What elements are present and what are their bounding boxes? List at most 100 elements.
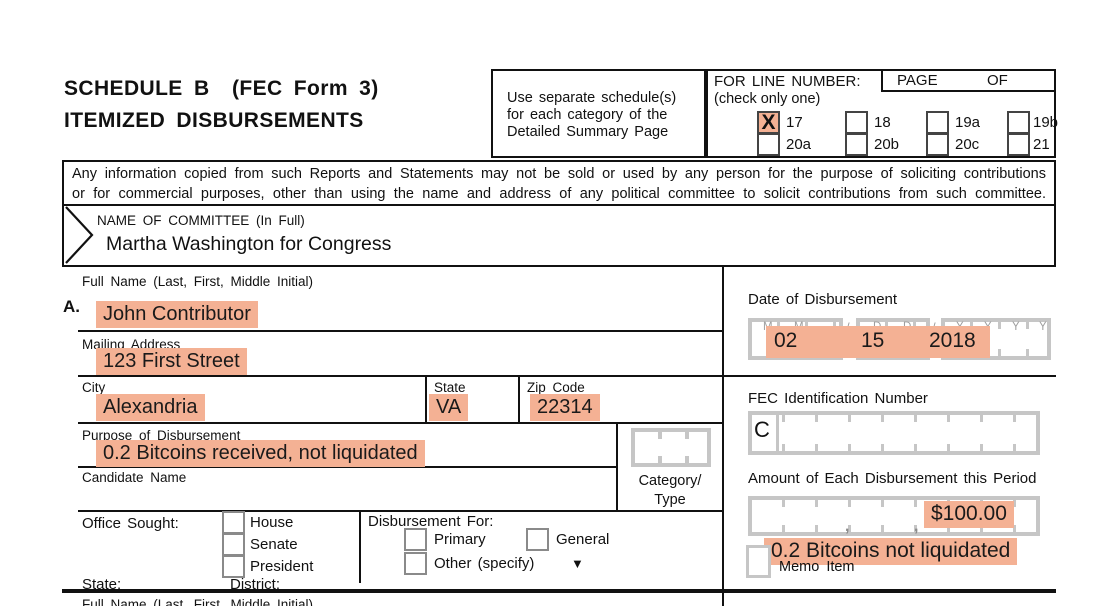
separate-note-line-3: Detailed Summary Page [507, 124, 669, 140]
state-label: State [434, 380, 466, 395]
memo-item-checkbox[interactable] [746, 545, 771, 578]
state-divider [425, 376, 427, 422]
purpose-underline [78, 466, 618, 468]
disclaimer-line-2: or for commercial purposes, other than u… [72, 185, 1046, 202]
line-20b-label: 20b [874, 136, 900, 153]
amount-label: Amount of Each Disbursement this Period [748, 470, 1037, 487]
line-17-label: 17 [786, 114, 803, 131]
disbursement-for-label: Disbursement For: [368, 513, 494, 530]
of-label: OF [987, 72, 1008, 89]
entry-divider-thick [62, 589, 1056, 593]
mailing-address-field[interactable]: 123 First Street [96, 348, 247, 375]
general-label: General [556, 531, 610, 548]
check-only-one-label: (check only one) [714, 91, 821, 107]
line-19a-label: 19a [955, 114, 981, 131]
fec-id-box[interactable] [748, 411, 1040, 455]
district-field-label: District: [230, 576, 280, 593]
separate-note-line-1: Use separate schedule(s) [507, 90, 677, 106]
committee-name-value[interactable]: Martha Washington for Congress [106, 233, 392, 255]
line-20c-label: 20c [955, 136, 980, 153]
city-label: City [82, 380, 106, 395]
page-of-box [881, 69, 1056, 92]
city-field[interactable]: Alexandria [96, 394, 205, 421]
zip-label: Zip Code [527, 380, 585, 395]
zip-field[interactable]: 22314 [530, 394, 600, 421]
memo-annotation[interactable]: 0.2 Bitcoins not liquidated [764, 538, 1018, 565]
line-18-label: 18 [874, 114, 891, 131]
column-divider [722, 266, 724, 606]
zip-divider [518, 376, 520, 422]
line-21-checkbox[interactable] [1007, 133, 1030, 156]
office-sought-label: Office Sought: [82, 515, 179, 532]
purpose-label: Purpose of Disbursement [82, 428, 241, 443]
memo-item-label: Memo Item [779, 559, 855, 575]
page-label: PAGE [897, 72, 938, 89]
line-19b-label: 19b [1033, 114, 1059, 131]
line-21-label: 21 [1033, 136, 1050, 153]
item-letter: A. [63, 297, 80, 316]
separate-note-line-2: for each category of the [507, 107, 668, 123]
committee-box: NAME OF COMMITTEE (In Full) Martha Washi… [62, 204, 1056, 267]
line-19b-checkbox[interactable] [1007, 111, 1030, 134]
line-20a-label: 20a [786, 136, 812, 153]
fec-id-label: FEC Identification Number [748, 390, 928, 407]
category-label-line2: Type [654, 492, 686, 508]
line-17-checkbox[interactable]: X [757, 111, 780, 134]
office-president-label: President [250, 558, 314, 575]
date-section-underline [723, 375, 1056, 377]
disclaimer-line-1: Any information copied from such Reports… [72, 166, 1046, 182]
category-divider [616, 422, 618, 512]
line-20b-checkbox[interactable] [845, 133, 868, 156]
full-name-field[interactable]: John Contributor [96, 301, 258, 328]
form-subtitle: ITEMIZED DISBURSEMENTS [64, 109, 364, 132]
form-title: SCHEDULE B (FEC Form 3) [64, 77, 379, 100]
date-yyyy-value[interactable]: 2018 [929, 329, 976, 352]
category-type-box[interactable] [631, 428, 711, 467]
line-20a-checkbox[interactable] [757, 133, 780, 156]
separate-schedule-box: Use separate schedule(s) for each catego… [491, 69, 706, 158]
other-label: Other (specify) [434, 555, 535, 572]
next-entry-full-name-label: Full Name (Last, First, Middle Initial) [82, 597, 314, 606]
state-field[interactable]: VA [429, 394, 469, 421]
dropdown-arrow-icon: ▼ [571, 556, 584, 571]
mailing-underline [78, 375, 723, 377]
city-underline [78, 422, 723, 424]
candidate-underline [78, 510, 723, 512]
fec-id-cell-divider [776, 415, 779, 451]
purpose-field[interactable]: 0.2 Bitcoins received, not liquidated [96, 440, 425, 467]
primary-checkbox[interactable] [404, 528, 427, 551]
office-house-checkbox[interactable] [222, 511, 245, 534]
full-name-label: Full Name (Last, First, Middle Initial) [82, 274, 314, 289]
disclaimer-box: Any information copied from such Reports… [62, 160, 1056, 206]
amount-comma-1: , [845, 518, 850, 535]
committee-chevron-icon [65, 206, 94, 264]
date-highlight-band [766, 326, 990, 358]
x-mark: X [761, 111, 776, 134]
candidate-name-label: Candidate Name [82, 470, 187, 485]
amount-comma-2: , [914, 518, 919, 535]
for-line-number-label: FOR LINE NUMBER: [714, 73, 861, 90]
full-name-underline [78, 330, 723, 332]
date-dd-value[interactable]: 15 [861, 329, 885, 352]
line-19a-checkbox[interactable] [926, 111, 949, 134]
line-20c-checkbox[interactable] [926, 133, 949, 156]
date-of-disbursement-label: Date of Disbursement [748, 291, 898, 308]
date-letter-y4: Y [1039, 321, 1047, 333]
office-president-checkbox[interactable] [222, 555, 245, 578]
office-senate-checkbox[interactable] [222, 533, 245, 556]
line-18-checkbox[interactable] [845, 111, 868, 134]
committee-name-label: NAME OF COMMITTEE (In Full) [97, 213, 305, 228]
fec-id-prefix: C [754, 417, 770, 442]
office-divider [359, 511, 361, 583]
primary-label: Primary [434, 531, 486, 548]
office-house-label: House [250, 514, 294, 531]
state-field-label: State: [82, 576, 122, 593]
category-label-line1: Category/ [638, 473, 702, 489]
date-mm-value[interactable]: 02 [774, 329, 798, 352]
general-checkbox[interactable] [526, 528, 549, 551]
other-checkbox[interactable] [404, 552, 427, 575]
office-senate-label: Senate [250, 536, 298, 553]
date-letter-y3: Y [1012, 321, 1020, 333]
amount-value[interactable]: $100.00 [924, 501, 1014, 528]
